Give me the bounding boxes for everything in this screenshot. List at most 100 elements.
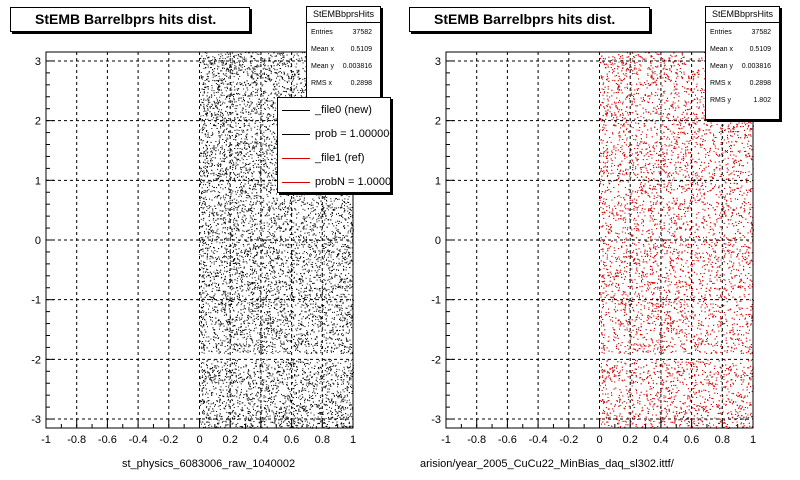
data-point bbox=[234, 137, 236, 138]
data-point bbox=[349, 343, 351, 345]
data-point bbox=[311, 230, 313, 232]
data-point bbox=[216, 230, 218, 232]
data-point bbox=[200, 421, 202, 423]
data-point bbox=[237, 415, 239, 417]
data-point bbox=[320, 350, 322, 352]
data-point bbox=[205, 153, 206, 155]
data-point bbox=[216, 218, 218, 220]
data-point bbox=[247, 335, 249, 337]
data-point bbox=[258, 421, 260, 423]
data-point bbox=[257, 307, 259, 309]
data-point bbox=[349, 363, 351, 365]
data-point bbox=[347, 230, 349, 232]
data-point bbox=[278, 379, 280, 381]
data-point bbox=[254, 68, 256, 70]
data-point bbox=[242, 402, 244, 404]
data-point bbox=[215, 346, 217, 348]
data-point bbox=[211, 393, 213, 395]
data-point bbox=[261, 90, 262, 92]
data-point bbox=[306, 316, 308, 318]
data-point bbox=[239, 62, 240, 64]
data-point bbox=[280, 422, 282, 424]
data-point bbox=[222, 389, 224, 391]
data-point bbox=[273, 68, 275, 70]
data-point bbox=[333, 394, 335, 396]
data-point bbox=[308, 345, 310, 347]
data-point bbox=[267, 65, 269, 67]
data-point bbox=[300, 205, 302, 207]
data-point bbox=[215, 178, 217, 180]
data-point bbox=[247, 182, 249, 184]
data-point bbox=[292, 399, 294, 401]
data-point bbox=[298, 341, 300, 343]
data-point bbox=[293, 267, 295, 269]
data-point bbox=[311, 290, 313, 292]
data-point bbox=[253, 81, 255, 83]
data-point bbox=[264, 187, 266, 189]
data-point bbox=[350, 304, 352, 306]
data-point bbox=[233, 245, 235, 247]
data-point bbox=[254, 183, 256, 185]
data-point bbox=[238, 143, 240, 145]
data-point bbox=[200, 331, 202, 333]
data-point bbox=[291, 80, 293, 82]
data-point bbox=[204, 196, 206, 198]
data-point bbox=[223, 159, 225, 161]
data-point bbox=[304, 408, 306, 410]
data-point bbox=[326, 312, 328, 314]
data-point bbox=[325, 282, 327, 284]
data-point bbox=[284, 221, 286, 223]
data-point bbox=[213, 90, 215, 92]
data-point bbox=[241, 331, 243, 333]
data-point bbox=[217, 228, 219, 230]
data-point bbox=[274, 338, 276, 339]
data-point bbox=[223, 195, 224, 197]
data-point bbox=[203, 181, 205, 183]
data-point bbox=[225, 90, 227, 92]
data-point bbox=[255, 382, 257, 384]
data-point bbox=[256, 313, 258, 315]
data-point bbox=[227, 149, 229, 151]
data-point bbox=[296, 330, 298, 332]
data-point bbox=[341, 207, 343, 209]
data-point bbox=[259, 171, 261, 173]
data-point bbox=[210, 160, 212, 161]
data-point bbox=[225, 368, 227, 370]
data-point bbox=[304, 232, 306, 234]
data-point bbox=[262, 134, 264, 136]
data-point bbox=[231, 260, 233, 262]
data-point bbox=[219, 105, 221, 106]
data-point bbox=[263, 64, 264, 66]
data-point bbox=[323, 381, 325, 383]
data-point bbox=[207, 137, 209, 138]
data-point bbox=[204, 373, 205, 375]
data-point bbox=[213, 62, 215, 64]
data-point bbox=[324, 307, 326, 309]
data-point bbox=[248, 168, 250, 170]
data-point bbox=[267, 149, 269, 151]
data-point bbox=[318, 220, 320, 222]
data-point bbox=[239, 381, 241, 383]
data-point bbox=[324, 404, 326, 406]
data-point bbox=[290, 219, 292, 221]
data-point bbox=[331, 366, 333, 367]
data-point bbox=[210, 63, 212, 65]
data-point bbox=[318, 367, 319, 368]
data-point bbox=[247, 89, 249, 91]
data-point bbox=[320, 397, 321, 398]
data-point bbox=[218, 79, 220, 81]
data-point bbox=[236, 220, 238, 222]
data-point bbox=[342, 317, 344, 319]
data-point bbox=[345, 296, 347, 298]
data-point bbox=[274, 217, 276, 219]
data-point bbox=[282, 262, 284, 264]
data-point bbox=[224, 340, 226, 342]
data-point bbox=[336, 229, 338, 231]
data-point bbox=[202, 290, 204, 292]
data-point bbox=[252, 204, 253, 206]
data-point bbox=[248, 123, 250, 125]
data-point bbox=[207, 208, 209, 210]
data-point bbox=[332, 231, 334, 233]
data-point bbox=[257, 101, 259, 103]
data-point bbox=[337, 382, 339, 384]
